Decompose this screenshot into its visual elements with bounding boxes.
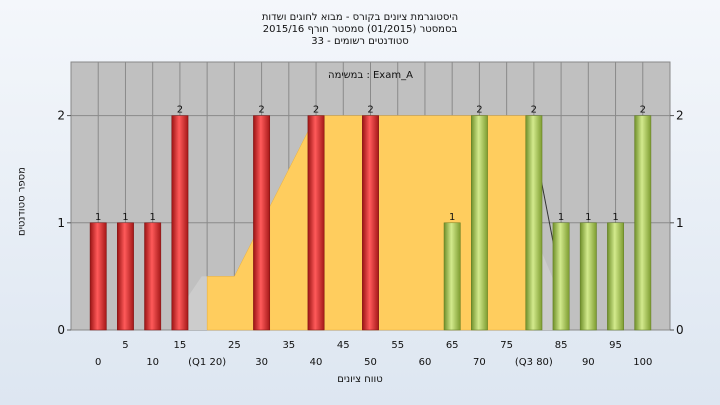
y-tick-label-right: 2	[676, 109, 684, 123]
bar-value-label: 2	[476, 105, 482, 116]
bar-value-label: 2	[177, 105, 183, 116]
x-tick-label: 5	[122, 340, 128, 351]
x-tick-label: 55	[391, 340, 404, 351]
histogram-bar	[470, 115, 488, 331]
y-tick-label-left: 0	[57, 323, 65, 337]
x-tick-label: 100	[633, 357, 652, 368]
histogram-bar	[171, 115, 189, 331]
x-tick-label: 35	[282, 340, 295, 351]
histogram-bar	[443, 222, 461, 331]
bar-value-label: 2	[367, 105, 373, 116]
x-tick-label: 85	[555, 340, 568, 351]
x-tick-label: (Q1 20)	[188, 357, 226, 368]
x-tick-label: (Q3 80)	[515, 357, 553, 368]
bar-value-label: 2	[258, 105, 264, 116]
chart-title: היסטוגרמת ציונים בקורס - מבוא לחוגים ושד…	[261, 12, 459, 23]
x-tick-label: 40	[310, 357, 323, 368]
x-tick-label: 0	[95, 357, 101, 368]
bar-value-label: 1	[149, 212, 155, 223]
x-tick-label: 60	[419, 357, 432, 368]
histogram-bar	[634, 115, 652, 331]
histogram-bar	[579, 222, 597, 331]
chart-subtitle: בסמסטר (01/2015) סמסטר חורף 2015/16	[262, 24, 458, 35]
x-axis-label: טווח ציונים	[337, 374, 383, 385]
x-tick-label: 95	[609, 340, 622, 351]
histogram-bar	[89, 222, 107, 331]
histogram-bar	[552, 222, 570, 331]
x-tick-label: 25	[228, 340, 241, 351]
x-tick-label: 75	[500, 340, 513, 351]
x-tick-label: 70	[473, 357, 486, 368]
x-tick-label: 15	[174, 340, 187, 351]
x-tick-label: 10	[146, 357, 159, 368]
y-tick-label-left: 1	[57, 216, 65, 230]
task-annotation: במשימה : Exam_A	[328, 70, 413, 81]
x-tick-label: 50	[364, 357, 377, 368]
y-tick-label-right: 1	[676, 216, 684, 230]
y-axis-label: מספר סטודנטים	[16, 167, 28, 236]
bar-value-label: 1	[558, 212, 564, 223]
histogram-bar	[117, 222, 134, 331]
x-tick-label: 45	[337, 340, 350, 351]
histogram-bar	[525, 115, 543, 331]
histogram-bar	[144, 222, 162, 331]
bar-value-label: 1	[449, 212, 455, 223]
x-tick-label: 90	[582, 357, 595, 368]
y-tick-label-right: 0	[676, 323, 684, 337]
chart-subtitle-students: 33 - סטודנטים רשומים	[311, 36, 409, 47]
histogram-bar	[362, 115, 379, 331]
bar-value-label: 1	[612, 212, 618, 223]
y-tick-label-left: 2	[57, 109, 65, 123]
histogram-bar	[607, 222, 624, 331]
bar-value-label: 1	[95, 212, 101, 223]
bar-value-label: 1	[122, 212, 128, 223]
histogram-bar	[307, 115, 325, 331]
x-tick-label: 65	[446, 340, 459, 351]
bar-value-label: 2	[531, 105, 537, 116]
bar-value-label: 2	[313, 105, 319, 116]
bar-value-label: 2	[640, 105, 646, 116]
histogram-bar	[253, 115, 271, 331]
x-tick-label: 30	[255, 357, 268, 368]
bar-value-label: 1	[585, 212, 591, 223]
